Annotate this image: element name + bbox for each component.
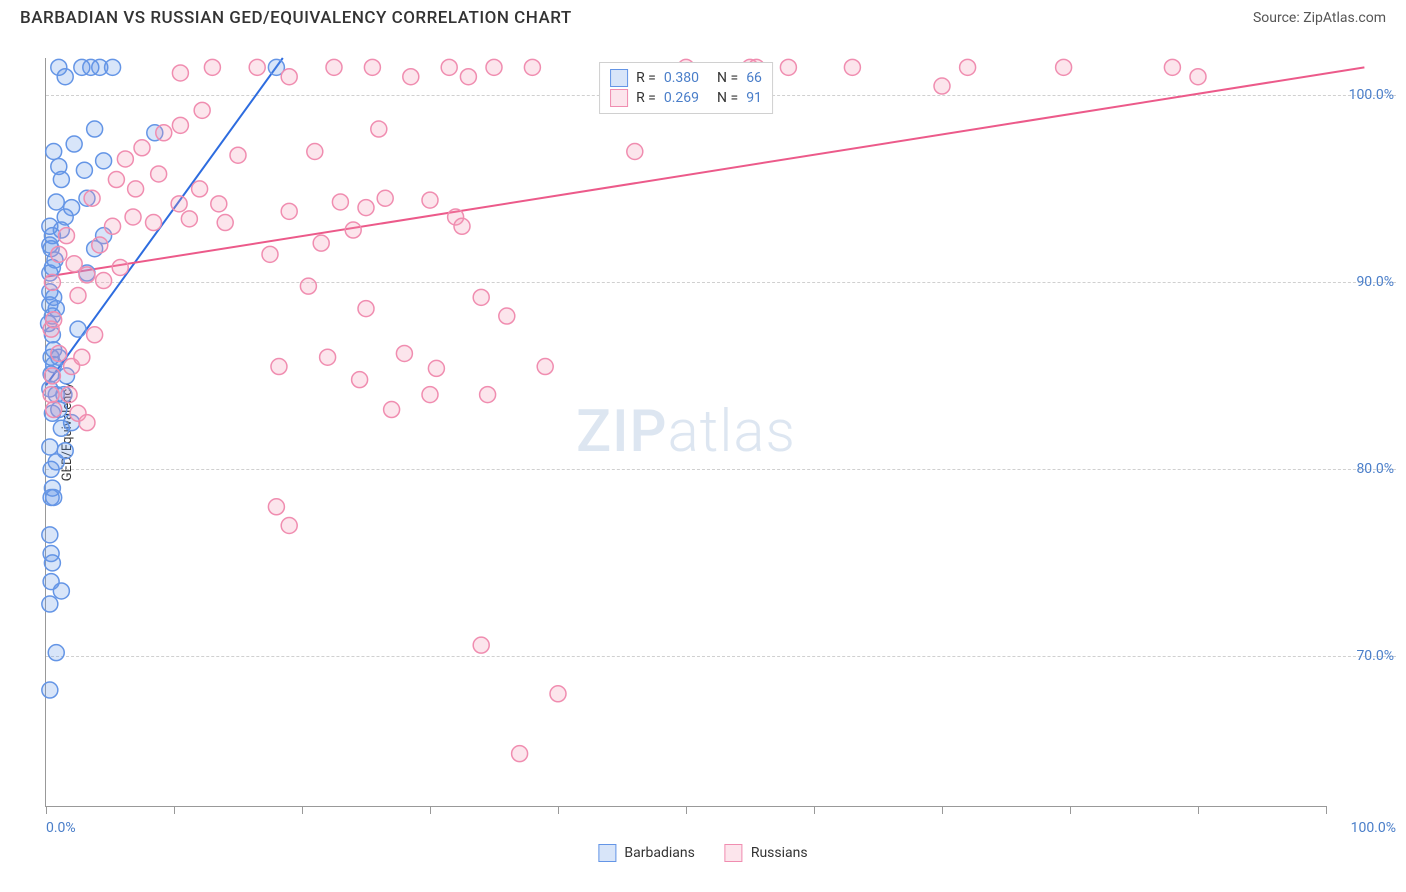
y-tick-label: 70.0% <box>1356 648 1394 664</box>
y-tick-label: 80.0% <box>1356 461 1394 477</box>
swatch-icon <box>725 844 743 862</box>
source-label: Source: ZipAtlas.com <box>1253 10 1386 26</box>
swatch-icon <box>598 844 616 862</box>
plot-area: GED/Equivalency ZIPatlas 0.0% 100.0% R =… <box>45 58 1326 807</box>
legend-item: Barbadians <box>598 844 694 862</box>
scatter-svg <box>46 58 1326 806</box>
chart-title: BARBADIAN VS RUSSIAN GED/EQUIVALENCY COR… <box>20 8 572 28</box>
series-legend: Barbadians Russians <box>598 844 807 862</box>
stats-row: R = 0.380 N = 66 <box>610 69 762 87</box>
x-axis-min-label: 0.0% <box>46 820 76 836</box>
y-tick-label: 90.0% <box>1356 274 1394 290</box>
stats-row: R = 0.269 N = 91 <box>610 89 762 107</box>
stats-legend: R = 0.380 N = 66 R = 0.269 N = 91 <box>599 62 773 114</box>
y-tick-label: 100.0% <box>1349 87 1394 103</box>
x-axis-max-label: 100.0% <box>1351 820 1396 836</box>
swatch-icon <box>610 89 628 107</box>
legend-item: Russians <box>725 844 808 862</box>
swatch-icon <box>610 69 628 87</box>
